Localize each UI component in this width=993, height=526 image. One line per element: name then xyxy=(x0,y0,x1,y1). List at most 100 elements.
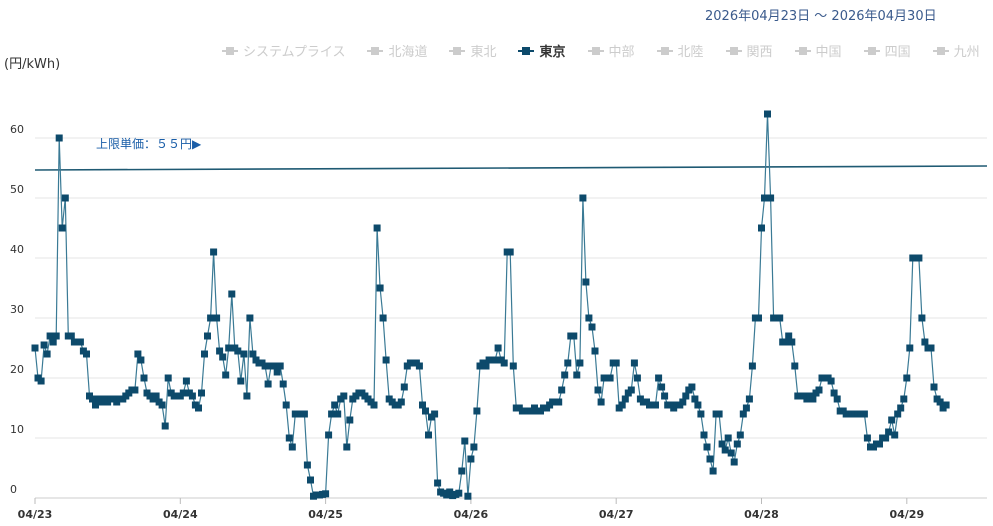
data-point[interactable] xyxy=(61,194,69,202)
data-point[interactable] xyxy=(679,398,687,406)
data-point[interactable] xyxy=(655,374,663,382)
data-point[interactable] xyxy=(885,428,893,436)
data-point[interactable] xyxy=(827,377,835,385)
data-point[interactable] xyxy=(897,404,905,412)
data-point[interactable] xyxy=(652,401,659,409)
data-point[interactable] xyxy=(243,392,251,400)
data-point[interactable] xyxy=(658,383,666,391)
data-point[interactable] xyxy=(458,467,466,475)
data-point[interactable] xyxy=(76,338,84,346)
data-point[interactable] xyxy=(210,248,218,256)
legend-item-6[interactable]: 関西 xyxy=(725,41,773,60)
data-point[interactable] xyxy=(346,416,354,424)
data-point[interactable] xyxy=(240,350,248,358)
data-point[interactable] xyxy=(264,380,272,388)
data-point[interactable] xyxy=(630,359,638,367)
data-point[interactable] xyxy=(930,383,938,391)
data-point[interactable] xyxy=(921,338,929,346)
data-point[interactable] xyxy=(727,449,735,457)
data-point[interactable] xyxy=(207,314,215,322)
data-point[interactable] xyxy=(594,386,602,394)
data-point[interactable] xyxy=(606,374,614,382)
data-point[interactable] xyxy=(279,380,287,388)
data-point[interactable] xyxy=(134,350,142,358)
data-point[interactable] xyxy=(376,284,384,292)
data-point[interactable] xyxy=(561,371,569,379)
data-point[interactable] xyxy=(688,383,696,391)
data-point[interactable] xyxy=(276,362,284,370)
data-point[interactable] xyxy=(282,401,290,409)
data-point[interactable] xyxy=(182,377,190,385)
data-point[interactable] xyxy=(733,440,741,448)
data-point[interactable] xyxy=(415,362,423,370)
data-point[interactable] xyxy=(307,476,314,484)
legend-item-0[interactable]: システムプライス xyxy=(222,41,345,60)
data-point[interactable] xyxy=(494,344,502,352)
data-point[interactable] xyxy=(500,359,508,367)
legend-item-2[interactable]: 東北 xyxy=(449,41,496,60)
data-point[interactable] xyxy=(509,362,517,370)
data-point[interactable] xyxy=(776,314,784,322)
data-point[interactable] xyxy=(464,492,472,500)
data-point[interactable] xyxy=(455,489,463,497)
data-point[interactable] xyxy=(222,371,230,379)
data-point[interactable] xyxy=(761,194,768,202)
data-point[interactable] xyxy=(785,332,793,340)
data-point[interactable] xyxy=(467,455,475,463)
data-point[interactable] xyxy=(379,314,387,322)
legend-item-9[interactable]: 九州 xyxy=(932,41,980,60)
data-point[interactable] xyxy=(137,356,145,364)
data-point[interactable] xyxy=(791,362,799,370)
data-point[interactable] xyxy=(273,368,281,376)
data-point[interactable] xyxy=(860,410,868,418)
data-point[interactable] xyxy=(703,443,711,451)
data-point[interactable] xyxy=(718,440,726,448)
data-point[interactable] xyxy=(788,338,796,346)
data-point[interactable] xyxy=(382,356,390,364)
data-point[interactable] xyxy=(152,392,160,400)
data-point[interactable] xyxy=(579,194,587,202)
data-point[interactable] xyxy=(742,404,750,412)
data-point[interactable] xyxy=(558,386,566,394)
data-point[interactable] xyxy=(900,395,908,403)
data-point[interactable] xyxy=(809,395,817,403)
data-point[interactable] xyxy=(340,392,348,400)
data-point[interactable] xyxy=(755,314,762,322)
data-point[interactable] xyxy=(285,434,293,442)
data-point[interactable] xyxy=(570,332,578,340)
legend-item-5[interactable]: 北陸 xyxy=(656,41,704,60)
data-point[interactable] xyxy=(228,290,236,298)
legend-item-8[interactable]: 四国 xyxy=(863,41,911,60)
data-point[interactable] xyxy=(131,386,139,394)
data-point[interactable] xyxy=(89,395,96,403)
data-point[interactable] xyxy=(694,401,702,409)
data-point[interactable] xyxy=(331,401,339,409)
data-point[interactable] xyxy=(334,410,342,418)
data-point[interactable] xyxy=(691,395,699,403)
data-point[interactable] xyxy=(621,395,629,403)
data-point[interactable] xyxy=(43,350,51,358)
data-point[interactable] xyxy=(425,431,432,439)
data-point[interactable] xyxy=(158,401,166,409)
data-point[interactable] xyxy=(915,254,923,262)
legend-item-1[interactable]: 北海道 xyxy=(367,41,427,60)
data-point[interactable] xyxy=(195,404,202,412)
data-point[interactable] xyxy=(588,323,596,331)
data-point[interactable] xyxy=(591,347,599,355)
data-point[interactable] xyxy=(758,224,765,232)
data-point[interactable] xyxy=(764,110,771,118)
data-point[interactable] xyxy=(706,455,714,463)
data-point[interactable] xyxy=(46,332,54,340)
data-point[interactable] xyxy=(370,401,378,409)
data-point[interactable] xyxy=(92,401,99,409)
legend-item-7[interactable]: 中国 xyxy=(794,41,842,60)
data-point[interactable] xyxy=(730,458,738,466)
data-point[interactable] xyxy=(419,401,426,409)
data-point[interactable] xyxy=(303,461,311,469)
data-point[interactable] xyxy=(246,314,254,322)
data-point[interactable] xyxy=(721,446,729,454)
data-point[interactable] xyxy=(431,410,439,418)
data-point[interactable] xyxy=(618,401,626,409)
data-point[interactable] xyxy=(422,407,429,415)
data-point[interactable] xyxy=(709,467,717,475)
